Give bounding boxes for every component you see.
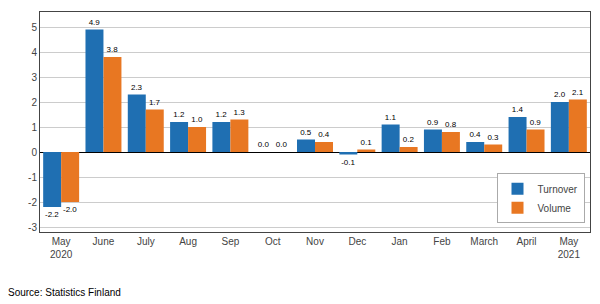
svg-text:-0.1: -0.1 bbox=[341, 158, 355, 167]
svg-text:1.7: 1.7 bbox=[149, 98, 161, 107]
svg-text:March: March bbox=[470, 236, 498, 247]
svg-text:0.0: 0.0 bbox=[276, 140, 288, 149]
svg-text:0.4: 0.4 bbox=[318, 130, 330, 139]
svg-text:1.4: 1.4 bbox=[512, 105, 524, 114]
svg-text:-2.2: -2.2 bbox=[45, 210, 59, 219]
svg-text:0.3: 0.3 bbox=[487, 133, 499, 142]
svg-text:-2.0: -2.0 bbox=[63, 205, 77, 214]
svg-text:0.2: 0.2 bbox=[403, 135, 415, 144]
svg-text:May2020: May2020 bbox=[50, 236, 73, 260]
svg-text:0.0: 0.0 bbox=[258, 140, 270, 149]
svg-text:5: 5 bbox=[31, 22, 37, 33]
svg-text:4.9: 4.9 bbox=[89, 18, 101, 27]
svg-text:0.1: 0.1 bbox=[360, 138, 372, 147]
svg-text:2.3: 2.3 bbox=[131, 83, 143, 92]
svg-text:Sep: Sep bbox=[221, 236, 239, 247]
svg-text:Nov: Nov bbox=[306, 236, 324, 247]
svg-text:0.9: 0.9 bbox=[530, 118, 542, 127]
svg-text:July: July bbox=[137, 236, 155, 247]
svg-text:0.5: 0.5 bbox=[300, 128, 312, 137]
svg-text:1.3: 1.3 bbox=[234, 108, 246, 117]
svg-text:3: 3 bbox=[31, 72, 37, 83]
svg-text:-3: -3 bbox=[28, 222, 37, 233]
svg-text:0: 0 bbox=[31, 147, 37, 158]
svg-text:1.2: 1.2 bbox=[173, 110, 185, 119]
svg-text:1: 1 bbox=[31, 122, 37, 133]
svg-text:1.1: 1.1 bbox=[385, 113, 397, 122]
svg-text:3.8: 3.8 bbox=[107, 45, 119, 54]
svg-text:1.0: 1.0 bbox=[191, 115, 203, 124]
svg-text:2: 2 bbox=[31, 97, 37, 108]
svg-text:-2: -2 bbox=[28, 197, 37, 208]
svg-text:4: 4 bbox=[31, 47, 37, 58]
svg-text:April: April bbox=[517, 236, 537, 247]
svg-text:-1: -1 bbox=[28, 172, 37, 183]
svg-text:May2021: May2021 bbox=[558, 236, 581, 260]
svg-text:Source: Statistics Finland: Source: Statistics Finland bbox=[8, 287, 121, 298]
svg-text:0.4: 0.4 bbox=[469, 130, 481, 139]
svg-text:2.1: 2.1 bbox=[572, 88, 584, 97]
svg-text:Jan: Jan bbox=[392, 236, 408, 247]
svg-text:Volume: Volume bbox=[538, 203, 572, 214]
svg-text:2.0: 2.0 bbox=[554, 90, 566, 99]
svg-text:Oct: Oct bbox=[265, 236, 281, 247]
svg-text:Aug: Aug bbox=[179, 236, 197, 247]
svg-text:June: June bbox=[93, 236, 115, 247]
svg-text:Turnover: Turnover bbox=[538, 184, 578, 195]
svg-text:Dec: Dec bbox=[348, 236, 366, 247]
svg-text:1.2: 1.2 bbox=[216, 110, 228, 119]
svg-text:Feb: Feb bbox=[433, 236, 451, 247]
svg-text:0.8: 0.8 bbox=[445, 120, 457, 129]
svg-text:0.9: 0.9 bbox=[427, 118, 439, 127]
